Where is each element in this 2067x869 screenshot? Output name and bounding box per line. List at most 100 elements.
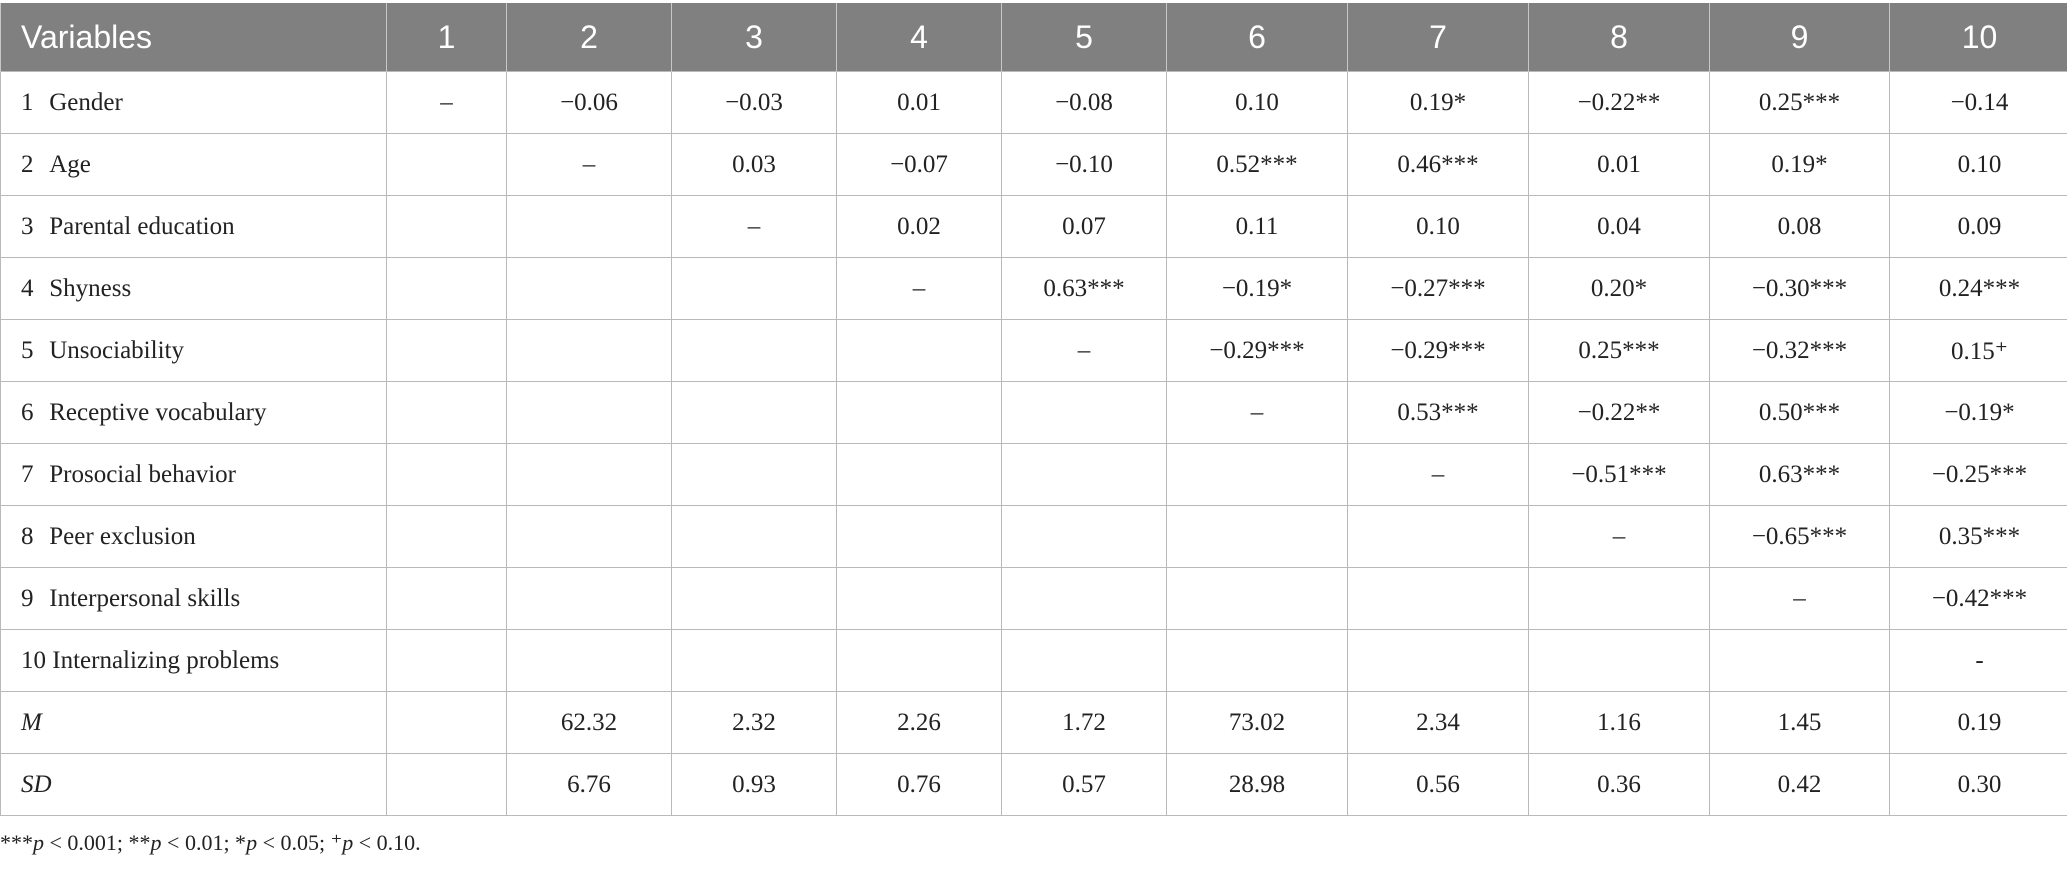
value-cell: −0.19* xyxy=(1889,381,2067,444)
value-cell xyxy=(386,319,507,382)
value-cell: 0.04 xyxy=(1528,195,1710,258)
value-cell xyxy=(506,443,672,506)
value-cell: – xyxy=(506,133,672,196)
table-row: 8 Peer exclusion – −0.65*** 0.35*** xyxy=(0,505,2067,568)
variable-cell: 4 Shyness xyxy=(0,257,387,320)
variable-label: Receptive vocabulary xyxy=(49,398,267,426)
value-cell: −0.06 xyxy=(506,71,672,134)
header-col-1: 1 xyxy=(386,3,507,72)
variable-label: Internalizing problems xyxy=(52,646,280,674)
value-cell: - xyxy=(1889,629,2067,692)
value-cell: 0.19* xyxy=(1347,71,1529,134)
value-cell xyxy=(671,505,837,568)
value-cell xyxy=(506,319,672,382)
value-cell: 0.08 xyxy=(1709,195,1890,258)
value-cell: 1.72 xyxy=(1001,691,1167,754)
value-cell: −0.25*** xyxy=(1889,443,2067,506)
value-cell: 0.93 xyxy=(671,753,837,816)
table-row: 4 Shyness –0.63*** −0.19* −0.27*** 0.20* −0.3… xyxy=(0,257,2067,320)
value-cell: 0.10 xyxy=(1889,133,2067,196)
value-cell: 0.10 xyxy=(1166,71,1348,134)
value-cell: 2.34 xyxy=(1347,691,1529,754)
header-row: Variables 1 2 3 4 5 6 7 8 9 10 xyxy=(0,3,2067,72)
value-cell: 0.15⁺ xyxy=(1889,319,2067,382)
value-cell xyxy=(671,319,837,382)
value-cell xyxy=(836,319,1002,382)
value-cell xyxy=(386,381,507,444)
value-cell: −0.10 xyxy=(1001,133,1167,196)
value-cell: 0.19* xyxy=(1709,133,1890,196)
header-col-5: 5 xyxy=(1001,3,1167,72)
value-cell xyxy=(506,567,672,630)
value-cell: 0.35*** xyxy=(1889,505,2067,568)
variable-cell: SD xyxy=(0,753,387,816)
variable-label: Unsociability xyxy=(49,336,184,364)
variable-cell: 7 Prosocial behavior xyxy=(0,443,387,506)
value-cell: 0.25*** xyxy=(1528,319,1710,382)
value-cell: 2.32 xyxy=(671,691,837,754)
value-cell xyxy=(1528,567,1710,630)
variable-cell: 3 Parental education xyxy=(0,195,387,258)
value-cell: 0.30 xyxy=(1889,753,2067,816)
value-cell: 2.26 xyxy=(836,691,1002,754)
value-cell: 0.07 xyxy=(1001,195,1167,258)
value-cell xyxy=(1001,567,1167,630)
variable-label: Gender xyxy=(49,88,123,116)
variable-cell: 10 Internalizing problems xyxy=(0,629,387,692)
variable-number: 3 xyxy=(21,212,34,240)
value-cell: – xyxy=(1528,505,1710,568)
value-cell: 0.56 xyxy=(1347,753,1529,816)
value-cell: −0.22** xyxy=(1528,71,1710,134)
header-col-4: 4 xyxy=(836,3,1002,72)
correlation-table-container: Variables 1 2 3 4 5 6 7 8 9 10 1 Gender – −0.06 −0.03… xyxy=(0,3,2067,816)
value-cell: – xyxy=(836,257,1002,320)
variable-cell: 2 Age xyxy=(0,133,387,196)
value-cell: −0.32*** xyxy=(1709,319,1890,382)
variable-label: SD xyxy=(21,770,52,798)
significance-note: ***p < 0.001; **p < 0.01; *p < 0.05; ⁺p … xyxy=(0,830,421,856)
variable-label: Peer exclusion xyxy=(49,522,196,550)
header-col-9: 9 xyxy=(1709,3,1890,72)
variable-label: Parental education xyxy=(49,212,235,240)
value-cell: −0.22** xyxy=(1528,381,1710,444)
value-cell xyxy=(386,443,507,506)
value-cell xyxy=(836,629,1002,692)
note-part: < 0.10. xyxy=(353,830,421,855)
value-cell xyxy=(671,257,837,320)
value-cell: 1.16 xyxy=(1528,691,1710,754)
value-cell: 0.53*** xyxy=(1347,381,1529,444)
value-cell: 0.52*** xyxy=(1166,133,1348,196)
value-cell xyxy=(836,505,1002,568)
correlation-table: Variables 1 2 3 4 5 6 7 8 9 10 1 Gender – −0.06 −0.03… xyxy=(0,3,2067,816)
value-cell: 0.01 xyxy=(1528,133,1710,196)
value-cell: −0.42*** xyxy=(1889,567,2067,630)
table-row: 10 Internalizing problems - xyxy=(0,629,2067,692)
value-cell: 0.24*** xyxy=(1889,257,2067,320)
value-cell xyxy=(1166,567,1348,630)
value-cell xyxy=(1001,505,1167,568)
header-variables: Variables xyxy=(0,3,387,72)
table-row: 9 Interpersonal skills – −0.42*** xyxy=(0,567,2067,630)
value-cell: −0.65*** xyxy=(1709,505,1890,568)
value-cell: 0.02 xyxy=(836,195,1002,258)
table-row: 2 Age –0.03 −0.07 −0.10 0.52*** 0.46*** 0.01 0.… xyxy=(0,133,2067,196)
header-col-7: 7 xyxy=(1347,3,1529,72)
value-cell: −0.29*** xyxy=(1166,319,1348,382)
value-cell xyxy=(671,381,837,444)
value-cell xyxy=(836,567,1002,630)
table-row: 7 Prosocial behavior – −0.51*** 0.63*** −0.2… xyxy=(0,443,2067,506)
note-part: p xyxy=(246,830,258,855)
value-cell: −0.08 xyxy=(1001,71,1167,134)
note-part: < 0.05; ⁺ xyxy=(257,830,343,855)
value-cell: 0.11 xyxy=(1166,195,1348,258)
value-cell: 62.32 xyxy=(506,691,672,754)
value-cell xyxy=(386,133,507,196)
value-cell xyxy=(506,195,672,258)
value-cell xyxy=(671,567,837,630)
value-cell: −0.29*** xyxy=(1347,319,1529,382)
variable-number: 6 xyxy=(21,398,34,426)
table-row: SD 6.76 0.93 0.76 0.57 28.98 0.56 0.36 0.42 0.30 xyxy=(0,753,2067,816)
table-row: 5 Unsociability – −0.29*** −0.29*** 0.25*** −… xyxy=(0,319,2067,382)
value-cell: 0.20* xyxy=(1528,257,1710,320)
value-cell xyxy=(386,257,507,320)
